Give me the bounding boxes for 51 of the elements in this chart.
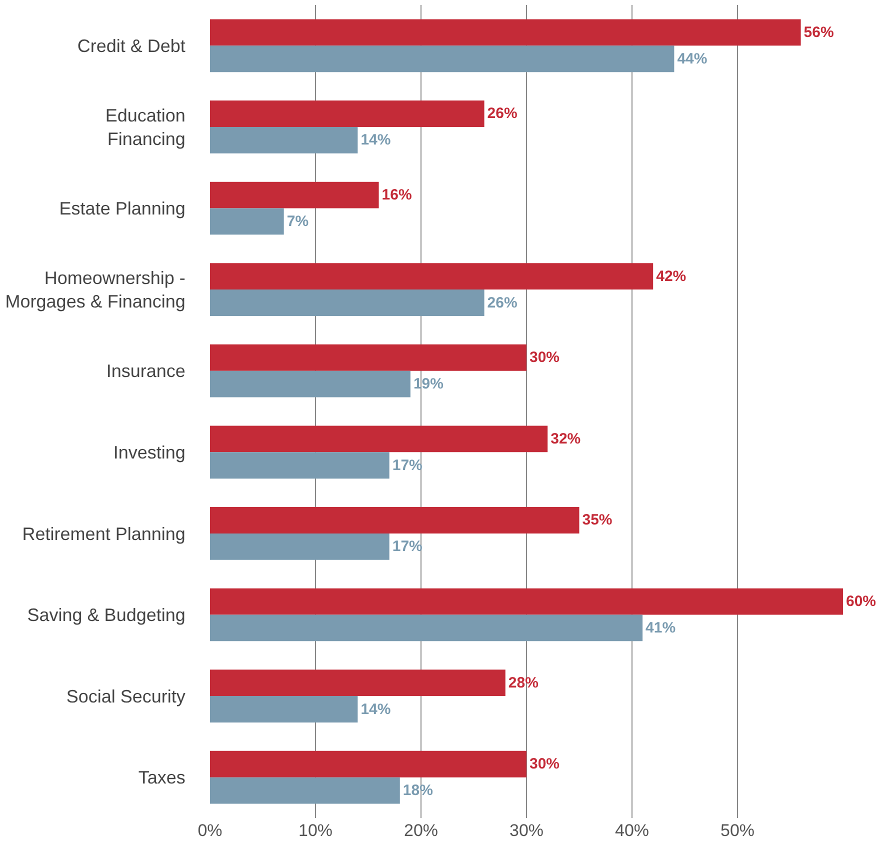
x-tick-label: 0% bbox=[198, 821, 222, 840]
data-label: 14% bbox=[360, 132, 391, 149]
bar bbox=[210, 126, 358, 154]
data-label: 35% bbox=[582, 512, 612, 529]
data-label: 30% bbox=[530, 349, 560, 366]
bar bbox=[210, 19, 801, 46]
bar bbox=[210, 614, 643, 642]
bar bbox=[210, 263, 654, 290]
data-label: 42% bbox=[656, 268, 686, 285]
data-label: 26% bbox=[487, 294, 518, 312]
bar bbox=[210, 370, 410, 398]
bar bbox=[210, 182, 379, 208]
data-label: 14% bbox=[360, 700, 391, 718]
data-label: 60% bbox=[846, 593, 876, 610]
bar bbox=[210, 507, 580, 534]
y-tick-label: Investing bbox=[113, 442, 186, 462]
bar bbox=[210, 670, 506, 696]
x-tick-label: 30% bbox=[509, 821, 544, 840]
y-tick-label: Education Financing bbox=[105, 106, 186, 149]
x-tick-label: 20% bbox=[404, 821, 438, 840]
y-tick-label: Credit & Debt bbox=[77, 36, 186, 56]
x-tick-label: 40% bbox=[614, 821, 650, 840]
bar bbox=[210, 750, 526, 778]
bar bbox=[210, 696, 358, 722]
y-tick-label: Homeownership - Morgages & Financing bbox=[5, 268, 186, 312]
bar bbox=[210, 588, 843, 615]
bar bbox=[210, 426, 548, 452]
data-label: 26% bbox=[487, 105, 518, 122]
y-tick-label: Retirement Planning bbox=[22, 524, 186, 544]
data-label: 41% bbox=[646, 619, 676, 636]
y-tick-label: Insurance bbox=[106, 361, 186, 382]
x-tick-label: 50% bbox=[720, 821, 755, 840]
bar bbox=[210, 100, 484, 127]
bar bbox=[210, 290, 484, 316]
data-label: 56% bbox=[804, 24, 834, 41]
bar bbox=[210, 208, 284, 235]
data-label: 32% bbox=[550, 430, 581, 448]
data-label: 16% bbox=[382, 186, 412, 204]
y-tick-label: Saving & Budgeting bbox=[27, 605, 186, 626]
data-label: 30% bbox=[530, 756, 560, 773]
y-tick-label: Social Security bbox=[66, 686, 186, 706]
y-tick-label: Estate Planning bbox=[59, 198, 186, 219]
data-label: 44% bbox=[677, 50, 708, 68]
data-label: 7% bbox=[286, 212, 309, 230]
bar bbox=[210, 46, 674, 72]
x-tick-label: 10% bbox=[298, 821, 333, 840]
bar bbox=[210, 452, 390, 479]
bar bbox=[210, 533, 390, 560]
bar bbox=[210, 344, 526, 371]
y-tick-label: Taxes bbox=[138, 768, 186, 788]
bar bbox=[210, 777, 400, 804]
